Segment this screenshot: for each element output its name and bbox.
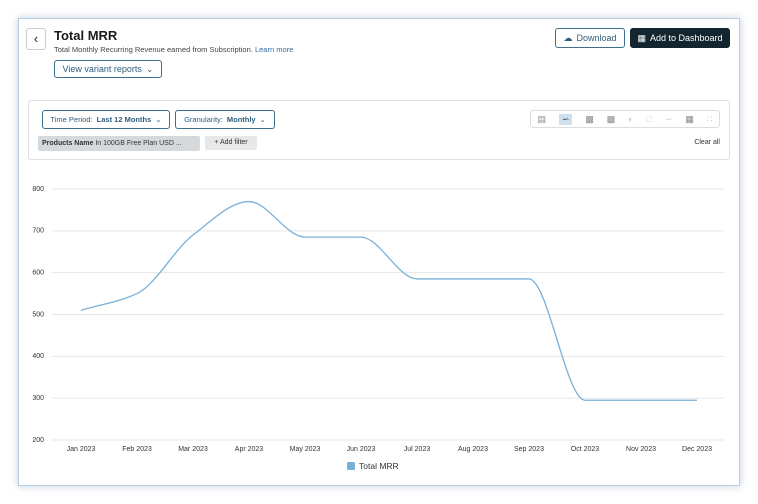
subtitle: Total Monthly Recurring Revenue earned f… (54, 45, 293, 54)
title: Total MRR (54, 28, 118, 43)
download-icon: ☁ (563, 32, 573, 43)
add-filter-button[interactable]: + Add filter (205, 136, 257, 150)
time-period-value: Last 12 Months (96, 115, 152, 124)
y-tick-label: 500 (32, 311, 44, 318)
clear-all[interactable]: Clear all (694, 139, 720, 146)
y-tick-label: 600 (32, 270, 44, 277)
variant-button[interactable]: View variant reports ⌄ (54, 60, 162, 78)
time-period-label: Time Period: (50, 115, 93, 124)
x-tick-label: Aug 2023 (458, 446, 488, 453)
download-label: Download (576, 33, 617, 43)
x-tick-label: Oct 2023 (571, 446, 600, 453)
granularity-value: Monthly (226, 115, 256, 124)
icon-toolbar: ▤ ∽ ▩ ▩ ◐ □ ∽ ▦ ∷ (530, 110, 720, 128)
chip-field: Products Name (42, 140, 94, 147)
icon[interactable]: ▦ (685, 113, 694, 124)
icon[interactable]: ∷ (706, 113, 713, 124)
add-dashboard-label: Add to Dashboard (649, 33, 723, 43)
download-button[interactable]: ☁ Download (555, 28, 625, 48)
icon[interactable]: ▩ (585, 113, 594, 124)
granularity-button[interactable]: Granularity: Monthly ⌄ (175, 110, 275, 129)
x-tick-label: May 2023 (290, 446, 321, 453)
add-dashboard-button[interactable]: ▦ Add to Dashboard (630, 28, 730, 48)
filter-chip[interactable]: Products Name In 100GB Free Plan USD ... (38, 136, 200, 151)
x-tick-label: Jan 2023 (67, 446, 96, 453)
icon[interactable]: ∽ (664, 113, 673, 124)
learn-more-link[interactable]: Learn more (254, 45, 294, 54)
variant-label: View variant reports (62, 64, 142, 74)
icon[interactable]: ◐ (628, 114, 634, 124)
chevron: ⌄ (145, 63, 154, 74)
y-tick-label: 700 (32, 228, 44, 235)
add-filter-label: Add filter (220, 139, 248, 146)
legend-swatch (347, 462, 355, 470)
y-tick-label: 800 (32, 186, 44, 193)
icon[interactable]: ▩ (606, 113, 616, 124)
chip-condition: In 100GB Free Plan USD ... (95, 140, 182, 147)
x-tick-label: Jun 2023 (347, 446, 376, 453)
y-tick-label: 300 (32, 395, 44, 402)
x-tick-label: Sep 2023 (514, 446, 544, 453)
chevron: ⌄ (259, 115, 266, 124)
x-tick-label: Jul 2023 (404, 446, 431, 453)
chevron: ⌄ (155, 115, 162, 124)
icon[interactable]: ▤ (537, 113, 546, 124)
x-tick-label: Nov 2023 (626, 446, 656, 453)
granularity-label: Granularity: (184, 115, 223, 124)
y-tick-label: 200 (32, 437, 44, 444)
x-tick-label: Feb 2023 (122, 446, 152, 453)
icon-active[interactable]: ∽ (558, 113, 573, 125)
filter-panel (28, 100, 730, 160)
x-tick-label: Mar 2023 (178, 446, 208, 453)
line (80, 200, 698, 401)
window (18, 18, 740, 486)
legend-label: Total MRR (359, 461, 399, 471)
subtitle-text: Total Monthly Recurring Revenue earned f… (54, 45, 253, 54)
y-tick-label: 400 (32, 353, 44, 360)
back-button[interactable]: ‹ (26, 28, 46, 50)
dashboard-icon: ▦ (637, 32, 646, 43)
x-tick-label: Apr 2023 (235, 446, 264, 453)
x-tick-label: Dec 2023 (682, 446, 712, 453)
time-period-button[interactable]: Time Period: Last 12 Months ⌄ (42, 110, 170, 129)
icon[interactable]: □ (646, 114, 652, 124)
